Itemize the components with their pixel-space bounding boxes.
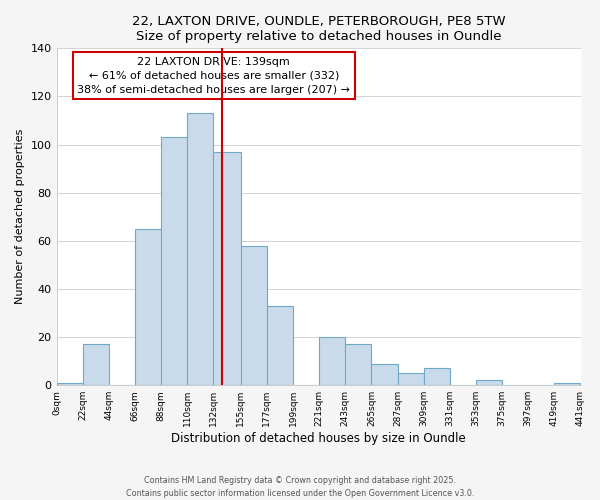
Bar <box>371 364 398 385</box>
Y-axis label: Number of detached properties: Number of detached properties <box>15 129 25 304</box>
Text: Contains HM Land Registry data © Crown copyright and database right 2025.
Contai: Contains HM Land Registry data © Crown c… <box>126 476 474 498</box>
X-axis label: Distribution of detached houses by size in Oundle: Distribution of detached houses by size … <box>171 432 466 445</box>
Bar <box>161 138 187 385</box>
Bar <box>345 344 371 385</box>
Bar <box>241 246 267 385</box>
Bar <box>83 344 109 385</box>
Text: 22 LAXTON DRIVE: 139sqm
← 61% of detached houses are smaller (332)
38% of semi-d: 22 LAXTON DRIVE: 139sqm ← 61% of detache… <box>77 57 350 95</box>
Bar <box>319 337 345 385</box>
Bar <box>214 152 241 385</box>
Bar <box>424 368 450 385</box>
Bar <box>398 373 424 385</box>
Bar <box>267 306 293 385</box>
Bar <box>135 229 161 385</box>
Bar <box>554 383 580 385</box>
Bar <box>187 114 214 385</box>
Bar <box>56 383 83 385</box>
Title: 22, LAXTON DRIVE, OUNDLE, PETERBOROUGH, PE8 5TW
Size of property relative to det: 22, LAXTON DRIVE, OUNDLE, PETERBOROUGH, … <box>132 15 505 43</box>
Bar <box>476 380 502 385</box>
